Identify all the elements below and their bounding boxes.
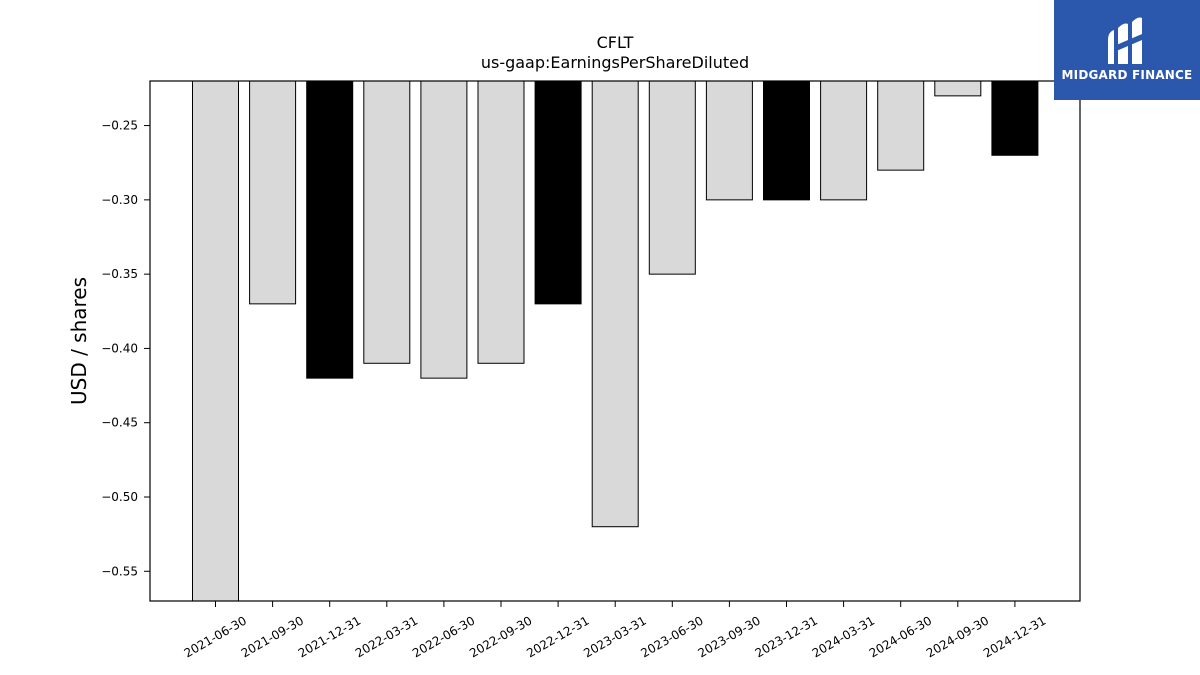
bar-2023-12-31	[763, 80, 810, 201]
bar-2022-09-30	[477, 80, 525, 364]
bar-2024-09-30	[934, 80, 982, 97]
x-tick-label: 2023-06-30	[638, 613, 705, 660]
x-tick-label: 2023-09-30	[695, 613, 762, 660]
x-tick-label: 2023-12-31	[753, 613, 820, 660]
x-tick-label: 2024-06-30	[867, 613, 934, 660]
x-tick-label: 2022-03-31	[353, 613, 420, 660]
bar-2021-12-31	[306, 80, 354, 379]
y-tick-label: −0.30	[101, 193, 138, 207]
y-tick-label: −0.45	[101, 416, 138, 430]
x-axis-ticks: 2021-06-302021-09-302021-12-312022-03-31…	[182, 601, 1048, 660]
bar-2022-12-31	[534, 80, 582, 305]
chart-title: CFLT	[597, 33, 634, 52]
x-tick-label: 2022-09-30	[467, 613, 534, 660]
bar-2023-09-30	[705, 80, 753, 201]
x-tick-label: 2024-03-31	[810, 613, 877, 660]
plot-frame	[149, 80, 1081, 602]
x-tick-label: 2021-06-30	[182, 613, 249, 660]
x-tick-label: 2023-03-31	[581, 613, 648, 660]
x-tick-label: 2021-12-31	[296, 613, 363, 660]
x-tick-label: 2024-12-31	[981, 613, 1048, 660]
y-axis-ticks: −0.25 −0.30 −0.35 −0.40 −0.45 −0.50 −0.55	[101, 119, 150, 578]
y-tick-label: −0.40	[101, 341, 138, 355]
y-tick-label: −0.50	[101, 490, 138, 504]
bar-2024-03-31	[820, 80, 868, 201]
midgard-logo-icon	[1108, 17, 1142, 64]
bar-2024-06-30	[877, 80, 925, 171]
y-tick-label: −0.55	[101, 564, 138, 578]
bars-group	[192, 80, 1039, 602]
bar-2021-09-30	[249, 80, 297, 305]
x-tick-label: 2022-06-30	[410, 613, 477, 660]
bar-2022-03-31	[363, 80, 411, 364]
y-tick-label: −0.25	[101, 119, 138, 133]
x-tick-label: 2022-12-31	[524, 613, 591, 660]
y-axis-label: USD / shares	[67, 277, 91, 405]
x-tick-label: 2021-09-30	[239, 613, 306, 660]
chart-subtitle: us-gaap:EarningsPerShareDiluted	[481, 53, 749, 72]
brand-name: MIDGARD FINANCE	[1061, 68, 1193, 82]
bar-2023-06-30	[648, 80, 696, 275]
bar-2023-03-31	[591, 80, 639, 528]
bar-2021-06-30	[192, 80, 239, 602]
brand-logo: MIDGARD FINANCE	[1054, 0, 1200, 100]
bar-2024-12-31	[991, 80, 1039, 156]
x-tick-label: 2024-09-30	[924, 613, 991, 660]
bar-2022-06-30	[420, 80, 468, 379]
y-tick-label: −0.35	[101, 267, 138, 281]
